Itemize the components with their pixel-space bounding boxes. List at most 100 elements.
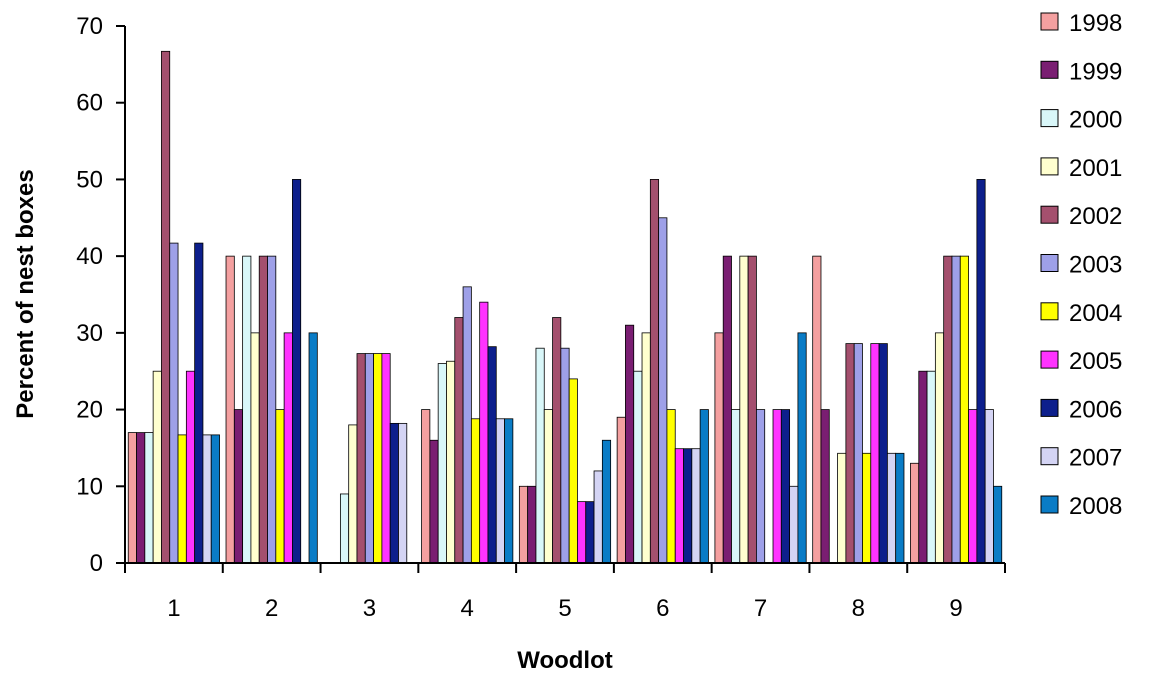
bar-1999-woodlot-1 [136, 432, 146, 564]
bar-2003-woodlot-2 [267, 255, 277, 564]
x-ticks: 1 2 3 4 5 6 7 8 9 [124, 563, 1006, 622]
bar-2008-woodlot-8 [895, 452, 905, 564]
bar-2007-woodlot-7 [789, 485, 799, 564]
bar-2001-woodlot-4 [446, 360, 456, 564]
bar-2007-woodlot-5 [593, 470, 603, 564]
x-tick-label: 9 [949, 595, 962, 622]
bar-2007-woodlot-6 [691, 448, 701, 564]
legend: 1998 1999 2000 2001 2002 2003 2004 2005 2006 2007… [1040, 10, 1122, 520]
bar-2003-woodlot-7 [756, 409, 766, 564]
bar-2004-woodlot-3 [373, 353, 383, 564]
bar-2001-woodlot-6 [641, 332, 651, 564]
bar-2006-woodlot-3 [389, 422, 399, 564]
legend-label-2006: 2006 [1069, 396, 1122, 423]
bar-1998-woodlot-1 [127, 432, 137, 564]
bar-1999-woodlot-7 [722, 255, 732, 564]
bar-2000-woodlot-2 [242, 255, 252, 564]
bar-2002-woodlot-3 [356, 353, 366, 564]
legend-label-2001: 2001 [1069, 155, 1122, 182]
bar-2008-woodlot-2 [308, 332, 318, 564]
legend-swatch-2006 [1040, 398, 1059, 417]
bar-2003-woodlot-9 [951, 255, 961, 564]
y-tick-label: 10 [76, 473, 103, 500]
x-tick-label: 6 [656, 595, 669, 622]
legend-swatch-2003 [1040, 254, 1059, 272]
bar-2008-woodlot-7 [797, 332, 807, 564]
bar-2001-woodlot-3 [348, 424, 358, 564]
bar-2006-woodlot-7 [780, 409, 791, 564]
bar-2005-woodlot-9 [968, 409, 978, 564]
bar-2007-woodlot-8 [886, 452, 897, 564]
bar-2008-woodlot-5 [601, 439, 612, 564]
bar-2008-woodlot-1 [210, 434, 220, 564]
x-tick-label: 1 [167, 595, 180, 622]
legend-label-2003: 2003 [1069, 252, 1122, 279]
bar-1998-woodlot-9 [910, 462, 920, 564]
x-tick-label: 5 [558, 595, 571, 622]
bar-2003-woodlot-1 [169, 242, 179, 564]
x-tick-label: 4 [461, 595, 474, 622]
bar-2001-woodlot-9 [934, 332, 945, 564]
bar-2008-woodlot-4 [504, 418, 514, 564]
bar-2003-woodlot-8 [853, 343, 863, 564]
bar-2004-woodlot-2 [275, 409, 285, 564]
legend-label-2005: 2005 [1069, 348, 1122, 375]
y-tick-label: 0 [90, 550, 103, 577]
x-tick-label: 7 [754, 595, 767, 622]
bar-2001-woodlot-5 [543, 409, 553, 564]
bars-layer [127, 50, 1003, 564]
bar-2006-woodlot-4 [487, 346, 497, 564]
bar-2005-woodlot-8 [870, 343, 880, 564]
bar-2000-woodlot-5 [535, 347, 545, 564]
bar-2000-woodlot-7 [731, 409, 741, 564]
x-tick-label: 3 [363, 595, 376, 622]
bar-2005-woodlot-4 [479, 301, 489, 564]
bar-1998-woodlot-8 [812, 255, 822, 564]
bar-2004-woodlot-4 [470, 418, 481, 564]
y-ticks: 0 10 20 30 40 50 60 70 [76, 13, 125, 577]
legend-swatch-2007 [1040, 447, 1059, 466]
legend-label-2002: 2002 [1069, 203, 1122, 230]
bar-2004-woodlot-9 [959, 255, 969, 564]
bar-2005-woodlot-6 [674, 448, 684, 564]
bar-2002-woodlot-8 [845, 343, 855, 564]
bar-1998-woodlot-5 [518, 485, 529, 564]
bar-2003-woodlot-3 [364, 353, 374, 564]
bar-2008-woodlot-9 [993, 485, 1003, 564]
legend-swatch-2002 [1040, 205, 1059, 224]
legend-label-2008: 2008 [1069, 493, 1122, 520]
legend-swatch-2004 [1040, 302, 1059, 321]
bar-2006-woodlot-2 [292, 179, 302, 564]
bar-1998-woodlot-7 [714, 332, 724, 564]
bar-2004-woodlot-6 [666, 409, 676, 564]
bar-2002-woodlot-6 [649, 179, 660, 564]
bar-2004-woodlot-1 [177, 434, 187, 564]
bar-2000-woodlot-3 [339, 493, 350, 564]
bar-2001-woodlot-1 [152, 370, 162, 564]
legend-swatch-2005 [1040, 350, 1059, 369]
bar-2006-woodlot-1 [194, 242, 204, 564]
y-tick-label: 60 [76, 90, 103, 117]
bar-2003-woodlot-4 [462, 286, 472, 564]
bar-2005-woodlot-2 [283, 332, 293, 564]
bar-2002-woodlot-4 [454, 317, 464, 564]
bar-1999-woodlot-5 [527, 485, 537, 564]
bar-2000-woodlot-9 [926, 370, 936, 564]
bar-2006-woodlot-6 [683, 448, 693, 564]
bar-2001-woodlot-8 [837, 452, 847, 564]
bar-2002-woodlot-7 [747, 255, 757, 564]
bar-2000-woodlot-6 [633, 370, 643, 564]
bar-2006-woodlot-5 [585, 501, 595, 564]
bar-2007-woodlot-4 [495, 418, 505, 564]
bar-2000-woodlot-4 [437, 363, 447, 564]
bar-2002-woodlot-1 [161, 50, 171, 564]
y-tick-label: 40 [76, 243, 103, 270]
legend-label-2004: 2004 [1069, 300, 1122, 327]
bar-2007-woodlot-1 [202, 434, 212, 564]
legend-label-1998: 1998 [1069, 10, 1122, 37]
bar-2006-woodlot-9 [976, 179, 986, 564]
bar-1999-woodlot-2 [233, 409, 244, 564]
x-tick-label: 8 [852, 595, 865, 622]
bar-1999-woodlot-9 [918, 370, 928, 564]
